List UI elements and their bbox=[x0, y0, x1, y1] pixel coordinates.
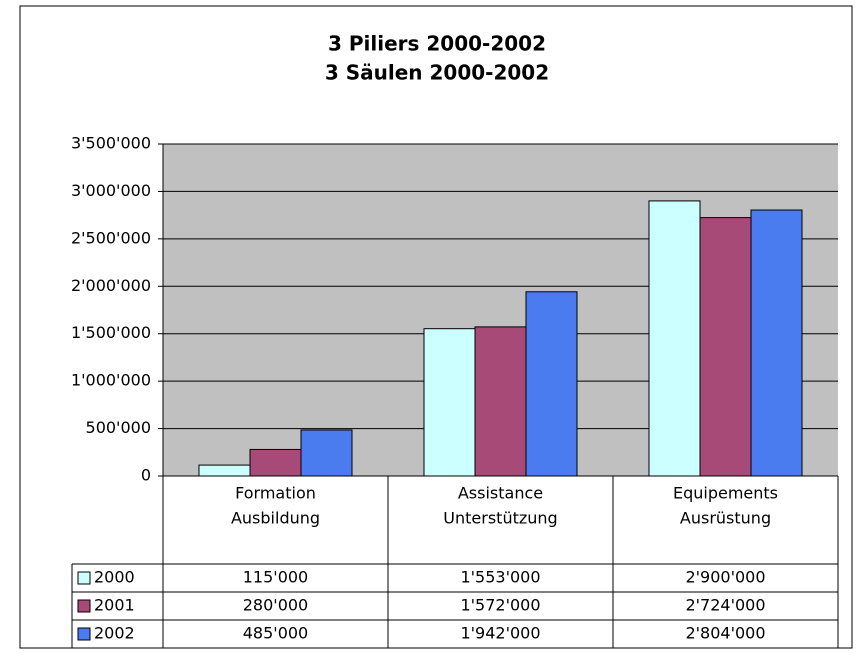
y-tick-label: 2'500'000 bbox=[71, 228, 151, 247]
legend-label: 2001 bbox=[94, 596, 135, 615]
bar bbox=[300, 429, 353, 477]
y-tick-label: 3'000'000 bbox=[71, 181, 151, 200]
x-tick-label: Assistance bbox=[458, 484, 543, 503]
y-tick-label: 1'000'000 bbox=[71, 371, 151, 390]
x-tick-label: Ausrüstung bbox=[680, 509, 771, 528]
legend-label: 2002 bbox=[94, 624, 135, 643]
chart-title: 3 Piliers 2000-2002 bbox=[328, 32, 546, 56]
y-tick-label: 2'000'000 bbox=[71, 276, 151, 295]
data-label: 280'000 bbox=[243, 596, 308, 615]
legend-label: 2000 bbox=[94, 568, 135, 587]
x-tick-label: Unterstützung bbox=[443, 509, 557, 528]
data-label: 1'942'000 bbox=[460, 624, 540, 643]
chart-title: 3 Säulen 2000-2002 bbox=[325, 61, 549, 85]
data-label: 485'000 bbox=[243, 624, 308, 643]
data-label: 115'000 bbox=[243, 568, 308, 587]
bar bbox=[423, 328, 476, 477]
data-label: 1'553'000 bbox=[460, 568, 540, 587]
legend-key bbox=[77, 627, 91, 641]
x-tick-label: Ausbildung bbox=[231, 509, 320, 528]
y-tick-label: 3'500'000 bbox=[71, 134, 151, 153]
legend-key bbox=[77, 599, 91, 613]
y-tick-label: 1'500'000 bbox=[71, 323, 151, 342]
x-tick-label: Formation bbox=[235, 484, 316, 503]
data-label: 2'724'000 bbox=[685, 596, 765, 615]
y-tick-label: 500'000 bbox=[86, 418, 151, 437]
bar bbox=[525, 291, 578, 477]
data-label: 2'804'000 bbox=[685, 624, 765, 643]
bar bbox=[648, 200, 701, 477]
data-label: 1'572'000 bbox=[460, 596, 540, 615]
bar bbox=[474, 326, 527, 477]
data-label: 2'900'000 bbox=[685, 568, 765, 587]
bar bbox=[249, 448, 302, 477]
bar bbox=[699, 217, 752, 477]
y-tick-label: 0 bbox=[141, 466, 151, 485]
bar bbox=[750, 209, 803, 477]
x-tick-label: Equipements bbox=[673, 484, 778, 503]
bar bbox=[198, 464, 251, 477]
legend-key bbox=[77, 571, 91, 585]
